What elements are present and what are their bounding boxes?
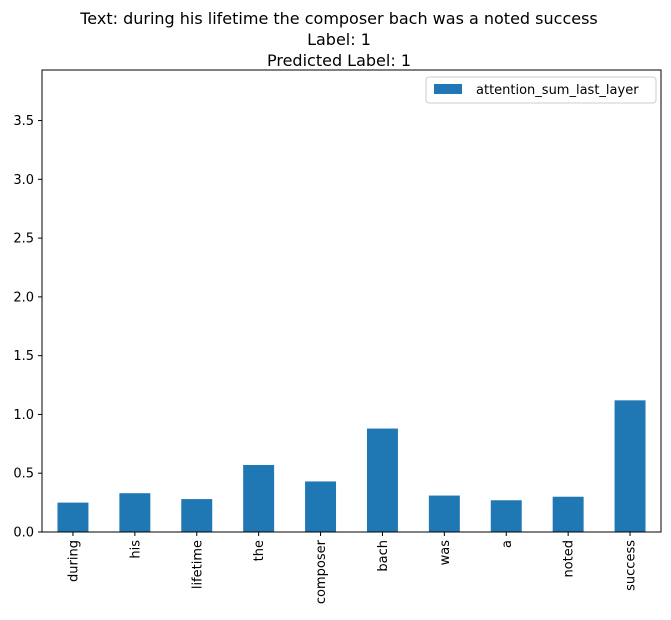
bar-a [490, 500, 522, 532]
legend: attention_sum_last_layer [425, 76, 657, 104]
x-tick-label: success [624, 540, 639, 591]
bar-was [428, 495, 460, 532]
x-tick-label: a [500, 540, 515, 548]
y-tick-label: 0.0 [13, 526, 34, 541]
y-tick-label: 0.5 [13, 467, 34, 482]
y-tick-label: 2.0 [13, 290, 34, 305]
bar-the [243, 464, 275, 532]
bar-bach [366, 428, 398, 532]
legend-frame [425, 76, 657, 104]
x-tick-label: noted [562, 540, 577, 578]
plot-frame [41, 69, 662, 533]
x-tick-label: composer [314, 539, 329, 604]
bars [57, 400, 646, 532]
bar-success [614, 400, 646, 532]
x-tick-label: was [438, 540, 453, 566]
y-tick-label: 3.0 [13, 173, 34, 188]
x-tick-label: his [128, 540, 143, 559]
x-tick-label: during [66, 540, 81, 582]
x-tick-label: lifetime [190, 540, 205, 589]
bar-lifetime [181, 499, 213, 532]
x-tick-label: the [252, 540, 267, 561]
title-line-predicted: Predicted Label: 1 [267, 51, 411, 70]
title-line-label: Label: 1 [307, 30, 371, 49]
bar-his [119, 493, 151, 532]
title-line-text: Text: during his lifetime the composer b… [79, 9, 598, 28]
y-axis-ticks: 0.0 0.5 1.0 1.5 2.0 2.5 3.0 3.5 [13, 114, 42, 541]
y-tick-label: 2.5 [13, 232, 34, 247]
x-tick-label: bach [376, 540, 391, 572]
bar-during [57, 502, 89, 532]
y-tick-label: 3.5 [13, 114, 34, 129]
x-axis-ticks: during his lifetime the composer bach was a note… [66, 532, 639, 604]
legend-label: attention_sum_last_layer [476, 83, 639, 98]
axes [41, 69, 662, 533]
bar-composer [305, 481, 337, 532]
y-tick-label: 1.5 [13, 349, 34, 364]
y-tick-label: 1.0 [13, 408, 34, 423]
legend-swatch [434, 84, 462, 94]
bar-noted [552, 496, 584, 532]
chart-title: Text: during his lifetime the composer b… [79, 9, 598, 70]
